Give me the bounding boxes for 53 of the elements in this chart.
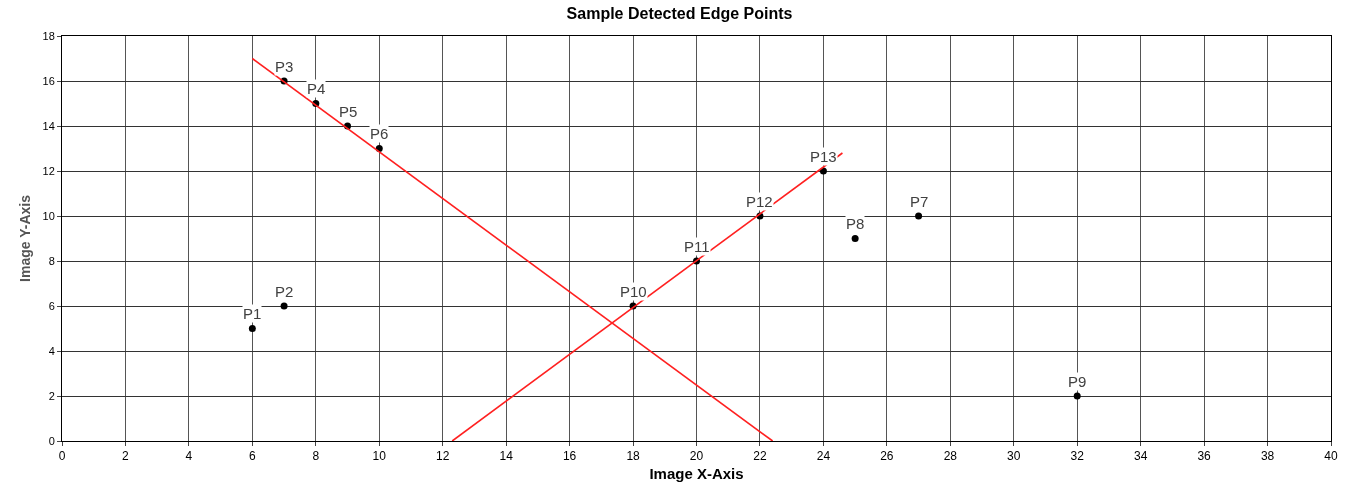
- point: [851, 235, 859, 242]
- annotation: P4: [307, 80, 326, 97]
- annotation: P2: [275, 283, 294, 300]
- point: [819, 167, 827, 175]
- y-tick-label: 0: [48, 434, 55, 447]
- point: [915, 212, 923, 220]
- x-tick-label: 16: [562, 449, 577, 464]
- x-tick-label: 32: [1070, 449, 1085, 464]
- x-tick-label: 6: [249, 449, 257, 464]
- x-tick-label: 28: [943, 449, 958, 464]
- x-tick-label: 38: [1260, 449, 1275, 464]
- annotation: P8: [846, 215, 865, 232]
- point: [280, 302, 288, 310]
- annotation: P5: [339, 103, 358, 120]
- annotation: P11: [684, 238, 710, 255]
- annotation: P9: [1068, 373, 1087, 390]
- y-tick-label: 8: [48, 254, 55, 267]
- chart-title: Sample Detected Edge Points: [566, 4, 793, 22]
- annotation: P10: [620, 283, 647, 300]
- x-tick-label: 12: [436, 449, 450, 464]
- annotation: P7: [910, 193, 929, 210]
- x-tick-label: 24: [816, 449, 831, 464]
- annotation: P13: [810, 148, 837, 165]
- x-tick-label: 40: [1324, 449, 1338, 464]
- x-tick-label: 8: [312, 449, 320, 464]
- annotation: P3: [275, 58, 294, 75]
- x-tick-label: 4: [185, 449, 193, 464]
- y-tick-label: 4: [48, 344, 55, 357]
- y-axis-title: Image Y-Axis: [17, 194, 34, 282]
- y-tick-label: 2: [48, 389, 55, 402]
- y-tick-label: 14: [42, 119, 55, 132]
- y-tick-label: 10: [42, 209, 55, 222]
- y-tick-label: 18: [42, 29, 55, 42]
- x-tick-label: 22: [753, 449, 767, 464]
- x-tick-label: 0: [58, 449, 66, 464]
- x-tick-label: 2: [122, 449, 130, 464]
- y-tick-label: 16: [42, 74, 55, 87]
- x-tick-label: 30: [1007, 449, 1021, 464]
- y-tick-label: 6: [48, 299, 55, 312]
- point: [1073, 392, 1081, 400]
- y-tick-label: 12: [42, 164, 55, 177]
- x-tick-label: 26: [880, 449, 894, 464]
- x-tick-label: 34: [1133, 449, 1148, 464]
- x-axis-title: Image X-Axis: [649, 465, 744, 483]
- x-tick-label: 14: [499, 449, 514, 464]
- point: [248, 325, 256, 332]
- annotation: P1: [243, 305, 262, 322]
- annotation: P6: [370, 125, 389, 142]
- x-tick-label: 36: [1197, 449, 1212, 464]
- x-tick-label: 20: [689, 449, 704, 464]
- x-tick-label: 10: [372, 449, 387, 464]
- x-tick-label: 18: [626, 449, 641, 464]
- annotation: P12: [746, 193, 773, 210]
